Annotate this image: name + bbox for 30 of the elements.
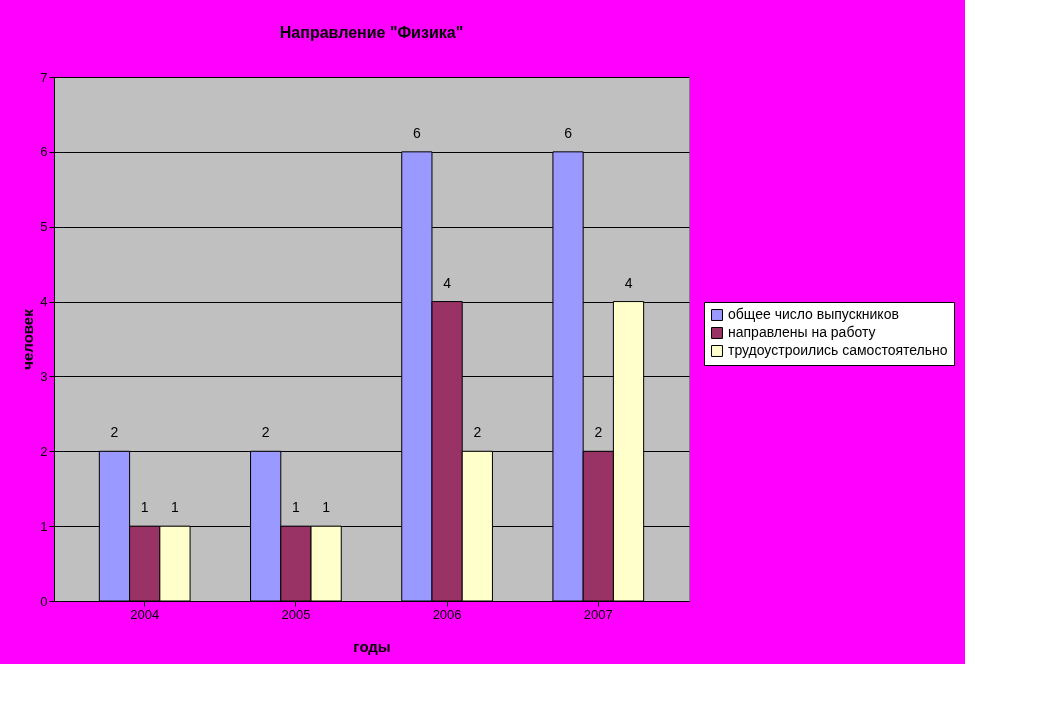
x-axis-title: годы [353, 637, 391, 655]
data-label: 4 [443, 274, 452, 291]
legend-label: направлены на работу [728, 324, 876, 340]
data-label: 2 [594, 424, 603, 441]
data-label: 6 [412, 124, 421, 141]
x-tick-label: 2007 [583, 606, 613, 622]
data-label: 6 [564, 124, 573, 141]
y-tick-label: 6 [40, 144, 48, 160]
y-tick-label: 7 [40, 69, 48, 85]
y-tick-label: 0 [40, 593, 48, 609]
data-label: 1 [140, 499, 149, 516]
y-tick-label: 2 [40, 443, 48, 459]
y-tick-label: 1 [40, 518, 48, 534]
data-label: 1 [292, 499, 301, 516]
y-tick-label: 5 [40, 219, 48, 235]
data-label: 4 [624, 274, 633, 291]
y-axis-title: человек [19, 308, 37, 370]
chart-title: Направление "Физика" [279, 24, 464, 41]
legend-label: трудоустроились самостоятельно [728, 342, 948, 358]
y-tick-label: 3 [40, 368, 48, 384]
data-label: 1 [171, 499, 180, 516]
y-tick-label: 4 [40, 294, 48, 310]
data-label: 2 [110, 424, 119, 441]
legend-label: общее число выпускников [728, 306, 899, 322]
data-label: 2 [473, 424, 482, 441]
data-label: 2 [261, 424, 270, 441]
data-label: 1 [322, 499, 331, 516]
x-tick-label: 2005 [281, 606, 311, 622]
x-tick-label: 2006 [432, 606, 462, 622]
x-tick-label: 2004 [130, 606, 160, 622]
